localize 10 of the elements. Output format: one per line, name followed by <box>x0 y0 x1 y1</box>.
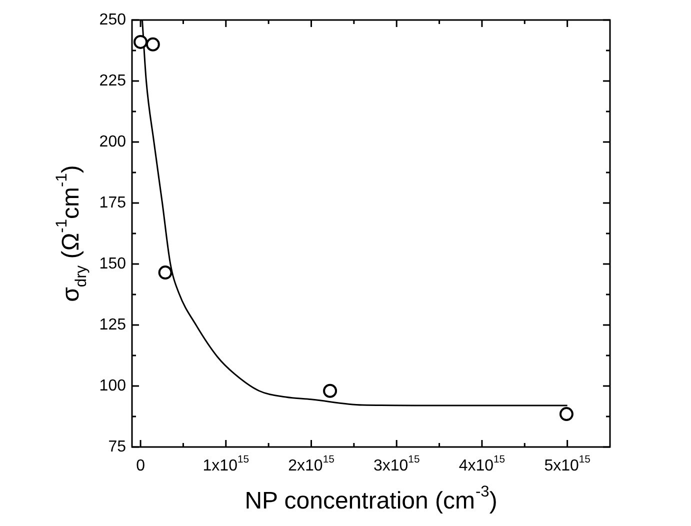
y-tick-label: 150 <box>99 255 126 272</box>
x-tick-label: 0 <box>136 457 146 474</box>
y-tick-label: 125 <box>99 316 126 334</box>
y-tick-label: 75 <box>108 438 126 456</box>
y-tick-label: 100 <box>99 377 126 394</box>
y-tick-label: 250 <box>99 11 126 28</box>
y-axis-title: σdry (Ω-1cm-1) <box>54 165 90 302</box>
y-tick-label: 225 <box>99 72 126 90</box>
y-tick-label: 200 <box>99 133 126 150</box>
y-tick-label: 175 <box>99 194 126 212</box>
